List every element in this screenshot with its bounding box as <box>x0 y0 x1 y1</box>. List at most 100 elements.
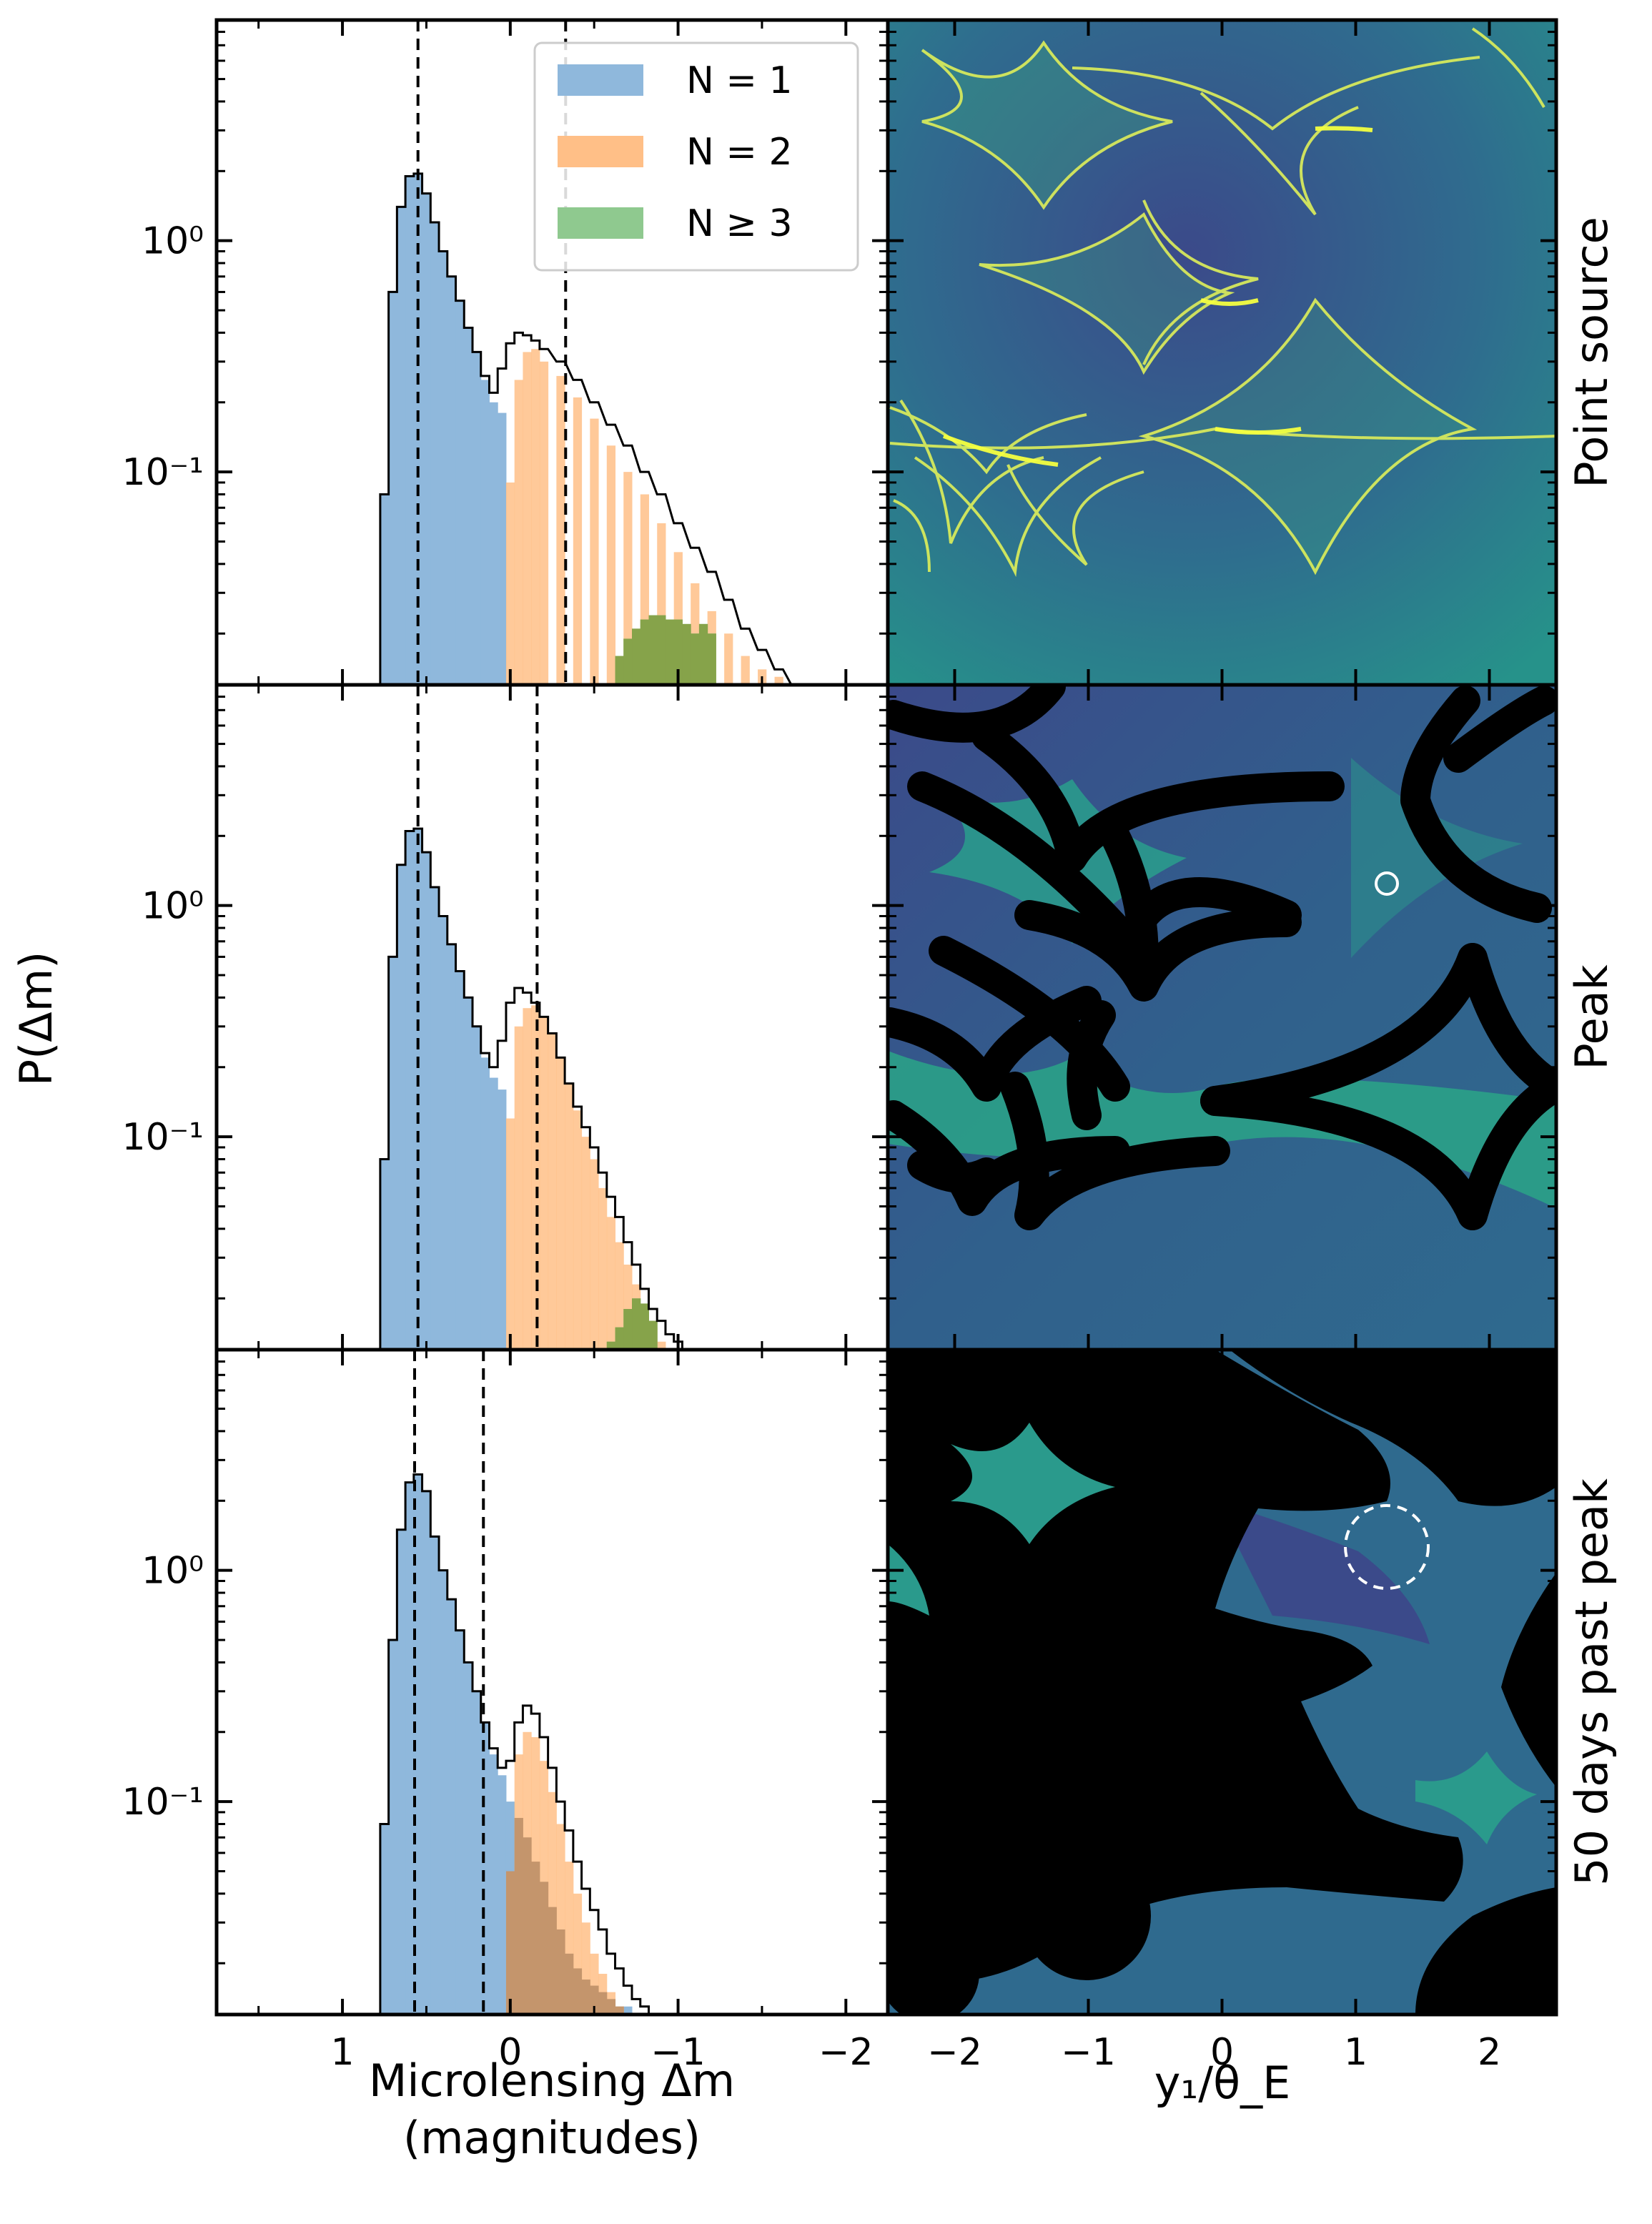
axes-frames: 10⁰ 10⁻¹ 10⁰ 10⁻¹ 10⁰ 10⁻¹ 1 0 −1 −2 −2 −1 0 1 2 <box>122 18 1558 2074</box>
bar-N2-13 <box>615 1242 624 1350</box>
bar-N1-1 <box>388 957 397 1350</box>
overlap-bar-3 <box>531 1862 540 2015</box>
bar-N1-6 <box>430 887 440 1350</box>
y-axis-label: P(Δm) <box>10 952 62 1087</box>
bar-n3-5 <box>648 1320 658 1350</box>
bar-N1-0 <box>380 1824 390 2015</box>
magnification-map-point-source <box>888 20 1556 685</box>
y-tick-label-0-1: 10⁻¹ <box>122 451 204 494</box>
bar-N1-6 <box>430 1536 440 2015</box>
bar-N1-6 <box>430 222 440 685</box>
bar-N1-13 <box>489 402 498 685</box>
bar-N2-2 <box>523 352 532 685</box>
bar-N2-8 <box>573 1110 583 1350</box>
legend-swatch-n3 <box>558 207 643 239</box>
bar-N2-7 <box>590 418 599 685</box>
overlap-bar-2 <box>523 1837 532 2015</box>
x-tick-label-left-2: −1 <box>651 2031 706 2074</box>
bar-n3-1 <box>623 638 633 685</box>
overlap-bar-6 <box>556 1929 565 2015</box>
overlap-bar-12 <box>606 1999 616 2015</box>
bar-N1-12 <box>480 380 490 685</box>
row-label-peak: Peak <box>1566 964 1618 1069</box>
overlap-bar-5 <box>548 1907 557 2015</box>
bar-N2-1 <box>514 1026 523 1350</box>
bar-N1-11 <box>472 352 482 685</box>
bar-n3-11 <box>707 633 716 685</box>
bar-n3-1 <box>615 1327 624 1350</box>
bar-N1-13 <box>489 1077 498 1350</box>
bar-N2-18 <box>774 676 783 685</box>
x-tick-label-right-1: −1 <box>1061 2031 1116 2074</box>
bar-N1-10 <box>464 997 473 1350</box>
overlap-bar-4 <box>539 1882 549 2015</box>
bar-N1-7 <box>439 251 448 685</box>
total-step-outline <box>379 827 691 1350</box>
bar-n3-8 <box>682 623 691 685</box>
bar-n3-4 <box>648 615 658 685</box>
bar-n3-3 <box>640 619 649 685</box>
legend-swatch-n1 <box>558 64 643 96</box>
bar-N2-6 <box>556 1057 565 1350</box>
bar-N2-5 <box>548 1033 557 1350</box>
bar-N2-8 <box>606 445 616 685</box>
bar-N2-2 <box>523 1008 532 1350</box>
bar-N2-5 <box>556 375 565 685</box>
bar-N1-11 <box>472 1026 482 1350</box>
x-tick-label-left-0: 1 <box>331 2031 355 2074</box>
bar-N1-1 <box>388 1640 397 2015</box>
bar-N2-0 <box>505 482 515 685</box>
bar-N2-4 <box>539 361 549 685</box>
bar-N1-3 <box>405 1482 415 2015</box>
row-label-point-source: Point source <box>1566 217 1618 488</box>
bar-N1-8 <box>447 944 457 1350</box>
bar-n3-4 <box>640 1303 649 1350</box>
bar-N2-4 <box>539 1017 549 1350</box>
bar-N1-14 <box>498 1775 507 2015</box>
x-axis-label-left-line1: Microlensing Δm <box>369 2055 735 2107</box>
overlap-bar-7 <box>565 1953 574 2015</box>
x-axis-label-left-line2: (magnitudes) <box>403 2112 701 2164</box>
histogram-row-1 <box>379 20 800 685</box>
bar-N1-5 <box>422 1491 431 2015</box>
y-tick-label-1-1: 10⁻¹ <box>122 1116 204 1159</box>
bar-N1-14 <box>498 1089 507 1350</box>
histogram-row-3 <box>379 1350 666 2015</box>
total-step-outline <box>379 172 800 685</box>
bar-n3-3 <box>632 1298 641 1350</box>
bar-N1-0 <box>380 1159 390 1350</box>
y-tick-label-1-0: 10⁰ <box>142 885 204 928</box>
y-tick-label-2-0: 10⁰ <box>142 1550 204 1593</box>
bar-N1-2 <box>397 864 406 1350</box>
bar-N1-7 <box>439 916 448 1350</box>
overlap-bar-9 <box>581 1980 590 2015</box>
bar-N2-9 <box>623 472 633 685</box>
bar-N1-8 <box>447 276 457 685</box>
bar-N2-6 <box>573 397 583 685</box>
bar-N1-5 <box>422 193 431 685</box>
overlap-bar-8 <box>573 1968 583 2015</box>
overlap-bar-11 <box>598 1992 608 2015</box>
bar-N2-16 <box>741 656 750 685</box>
legend-label-n2: N = 2 <box>686 131 793 174</box>
overlap-bar-10 <box>590 1985 599 2015</box>
bar-N1-14 <box>498 412 507 685</box>
bar-N2-9 <box>581 1137 590 1350</box>
bar-N1-10 <box>464 1662 473 2015</box>
bar-n3-6 <box>665 619 675 685</box>
histogram-row-2 <box>379 685 691 1350</box>
magnification-map-peak <box>888 685 1556 1350</box>
bar-N1-4 <box>413 829 423 1350</box>
x-tick-label-right-2: 0 <box>1210 2031 1234 2074</box>
overlap-bar-0 <box>505 1871 515 2015</box>
bar-N2-18 <box>657 1341 666 1350</box>
bar-N2-15 <box>724 633 733 685</box>
bar-n3-10 <box>698 623 708 685</box>
row-label-50-days: 50 days past peak <box>1566 1478 1618 1886</box>
bar-N1-5 <box>422 852 431 1350</box>
x-tick-label-left-3: −2 <box>818 2031 874 2074</box>
bar-N1-1 <box>388 292 397 685</box>
bar-N1-12 <box>480 1057 490 1350</box>
bar-N1-9 <box>455 300 465 685</box>
